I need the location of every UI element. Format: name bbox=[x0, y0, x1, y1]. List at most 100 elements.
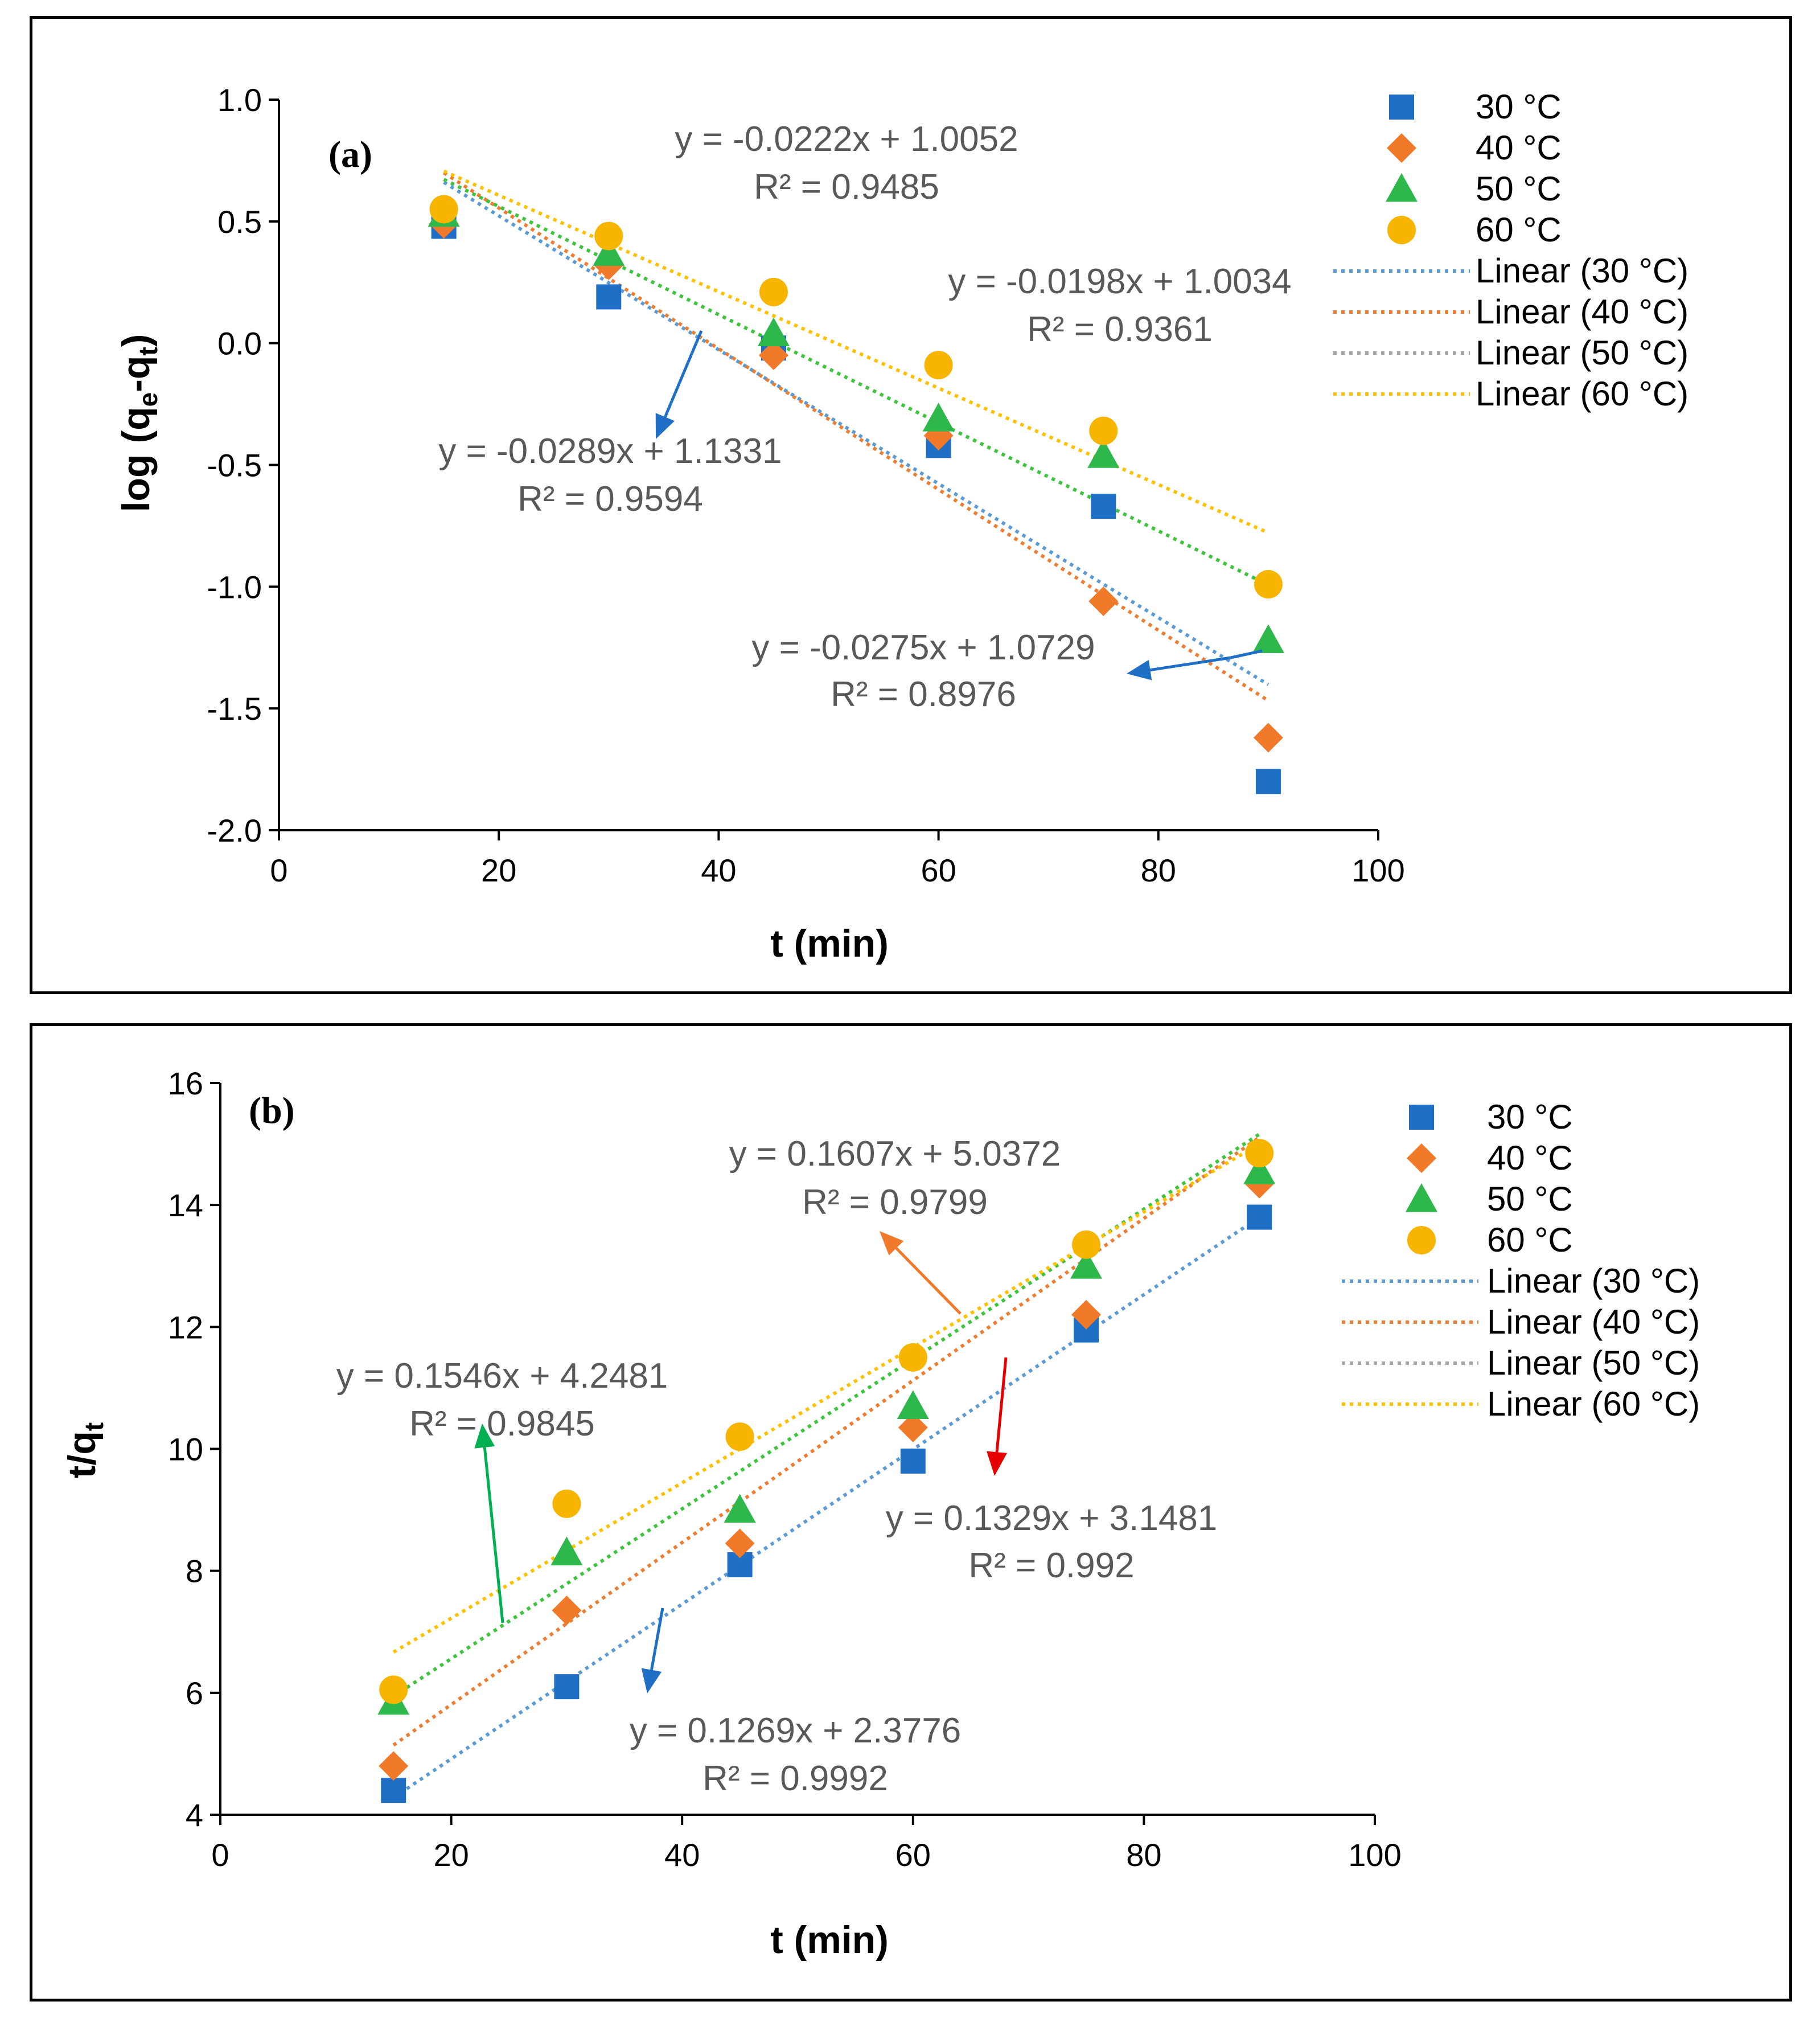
a-y-tick-label: -1.0 bbox=[207, 569, 262, 605]
chart-a-annotation-equation: y = -0.0198x + 1.0034 bbox=[948, 262, 1291, 301]
b-y-tick-label: 4 bbox=[186, 1797, 203, 1833]
a-x-tick-label: 40 bbox=[701, 852, 736, 888]
chart-b-x-axis-title: t (min) bbox=[770, 1918, 889, 1962]
b-data-point bbox=[724, 1494, 756, 1523]
chart-a-panel-label: (a) bbox=[328, 134, 372, 175]
a-x-tick-label: 20 bbox=[481, 852, 516, 888]
a-data-point bbox=[1254, 570, 1283, 599]
a-data-point bbox=[757, 317, 790, 346]
a-y-tick-label: -0.5 bbox=[207, 448, 262, 483]
b-data-point bbox=[550, 1536, 583, 1565]
annotation-arrow bbox=[641, 1607, 664, 1693]
a-data-point bbox=[758, 341, 788, 371]
b-legend-label: Linear (50 °C) bbox=[1487, 1344, 1700, 1382]
chart-a-annotation-r2: R² = 0.8976 bbox=[831, 675, 1016, 714]
a-data-point bbox=[1088, 586, 1119, 616]
chart-a-axes bbox=[269, 99, 1379, 840]
b-data-point bbox=[554, 1674, 580, 1700]
a-data-point bbox=[1255, 769, 1281, 794]
a-y-tick-label: 0.5 bbox=[217, 204, 262, 240]
chart-b-annotation-equation: y = 0.1329x + 3.1481 bbox=[886, 1499, 1218, 1538]
a-trendline bbox=[443, 178, 1270, 586]
a-data-point bbox=[593, 237, 625, 266]
b-legend-marker bbox=[1409, 1105, 1434, 1130]
a-data-point bbox=[1253, 723, 1283, 753]
chart-panel-b: 16 14 12 10 8 6 4 0 20 40 60 80 100 30 °C 40 °C 50 °C 6… bbox=[30, 1023, 1792, 2002]
a-legend-label: 50 °C bbox=[1476, 170, 1562, 208]
a-data-point bbox=[924, 351, 953, 380]
chart-b-canvas: 16 14 12 10 8 6 40 20 40 60 80 100 30 °C40 °C50 °C6… bbox=[60, 1065, 1700, 1962]
b-data-point bbox=[897, 1390, 929, 1419]
b-x-tick-label: 60 bbox=[895, 1837, 931, 1873]
a-data-point bbox=[1252, 624, 1284, 653]
b-data-point bbox=[725, 1422, 754, 1451]
a-legend-marker bbox=[1386, 173, 1418, 202]
b-legend-label: 30 °C bbox=[1487, 1098, 1573, 1136]
annotation-arrow bbox=[474, 1424, 504, 1623]
b-x-tick-label: 20 bbox=[433, 1837, 469, 1873]
b-legend-label: 60 °C bbox=[1487, 1221, 1573, 1259]
a-trendline bbox=[443, 171, 1270, 702]
a-legend-marker bbox=[1387, 133, 1416, 163]
b-data-point bbox=[1245, 1139, 1274, 1168]
b-y-tick-label: 12 bbox=[168, 1309, 203, 1345]
chart-b-tick-labels: 16 14 12 10 8 6 40 20 40 60 80 100 bbox=[168, 1065, 1402, 1873]
b-data-point bbox=[1071, 1299, 1101, 1330]
a-legend-label: Linear (40 °C) bbox=[1476, 293, 1688, 331]
chart-a-annotation-r2: R² = 0.9594 bbox=[517, 479, 703, 519]
a-x-tick-label: 100 bbox=[1351, 852, 1404, 888]
b-data-point bbox=[1070, 1250, 1102, 1279]
chart-b-annotation-arrows bbox=[474, 1231, 1008, 1693]
a-legend-label: Linear (30 °C) bbox=[1476, 252, 1688, 290]
a-legend-label: Linear (60 °C) bbox=[1476, 375, 1688, 413]
b-y-tick-label: 10 bbox=[168, 1432, 203, 1467]
chart-b-y-axis-title: t/qt bbox=[60, 1422, 109, 1478]
a-data-point bbox=[1089, 416, 1118, 445]
b-legend-label: Linear (60 °C) bbox=[1487, 1385, 1700, 1423]
b-legend-marker bbox=[1406, 1183, 1437, 1212]
chart-a-y-axis-title: log (qe-qt) bbox=[114, 334, 163, 512]
b-x-tick-label: 100 bbox=[1348, 1837, 1401, 1873]
chart-b-points bbox=[377, 1139, 1276, 1803]
chart-a-annotation-arrows bbox=[655, 330, 1263, 680]
chart-a-annotation-equation: y = -0.0275x + 1.0729 bbox=[751, 628, 1095, 667]
b-data-point bbox=[379, 1751, 409, 1781]
a-y-tick-label: 0.0 bbox=[217, 326, 262, 362]
a-data-point bbox=[1091, 494, 1116, 519]
a-trendline bbox=[443, 181, 1270, 686]
chart-a-x-axis-title: t (min) bbox=[770, 922, 889, 965]
a-trendline bbox=[443, 169, 1270, 535]
a-data-point bbox=[429, 195, 458, 224]
a-legend-label: 60 °C bbox=[1476, 211, 1562, 249]
chart-b-annotation-r2: R² = 0.9845 bbox=[409, 1404, 595, 1443]
annotation-arrow-tail bbox=[1230, 649, 1263, 659]
b-data-point bbox=[1072, 1230, 1100, 1259]
a-legend-label: Linear (50 °C) bbox=[1476, 334, 1688, 372]
a-data-point bbox=[596, 284, 622, 310]
b-x-tick-label: 40 bbox=[664, 1837, 700, 1873]
annotation-arrow bbox=[1127, 656, 1231, 680]
b-data-point bbox=[1247, 1204, 1272, 1230]
a-legend-label: 40 °C bbox=[1476, 129, 1562, 167]
chart-b-axes bbox=[210, 1082, 1376, 1825]
b-data-point bbox=[900, 1448, 926, 1474]
b-data-point bbox=[552, 1596, 582, 1626]
b-trendline bbox=[392, 1135, 1260, 1747]
a-y-tick-label: 1.0 bbox=[217, 82, 262, 118]
chart-b-annotation-equation: y = 0.1546x + 4.2481 bbox=[336, 1356, 668, 1396]
a-legend-label: 30 °C bbox=[1476, 88, 1562, 126]
b-legend-marker bbox=[1407, 1226, 1436, 1254]
b-y-tick-label: 14 bbox=[168, 1187, 203, 1223]
a-x-tick-label: 0 bbox=[270, 852, 287, 888]
chart-b-annotation-r2: R² = 0.992 bbox=[968, 1546, 1134, 1585]
b-legend-label: Linear (30 °C) bbox=[1487, 1262, 1700, 1300]
b-y-tick-label: 8 bbox=[186, 1553, 203, 1589]
b-y-tick-label: 6 bbox=[186, 1675, 203, 1711]
b-data-point bbox=[898, 1413, 928, 1443]
chart-a-canvas: 1.0 0.5 0.0 -0.5 -1.0 -1.5 -2.00 20 40 60 80 100 30… bbox=[114, 82, 1688, 965]
a-legend-marker bbox=[1387, 216, 1416, 244]
b-trendline bbox=[392, 1216, 1260, 1799]
a-y-tick-label: -2.0 bbox=[207, 813, 262, 848]
